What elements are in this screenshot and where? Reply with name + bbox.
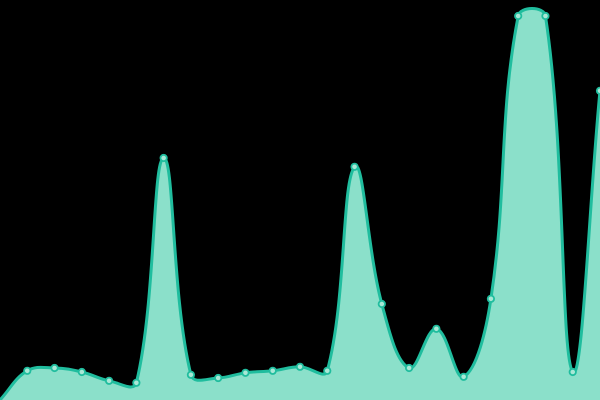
data-point-marker[interactable] (377, 299, 386, 309)
data-point-marker[interactable] (268, 366, 277, 375)
data-point-marker[interactable] (50, 363, 59, 373)
data-point-marker[interactable] (486, 294, 496, 303)
data-point-marker[interactable] (541, 11, 550, 21)
data-point-marker[interactable] (77, 367, 86, 377)
data-point-marker[interactable] (241, 368, 250, 377)
data-point-marker[interactable] (23, 366, 32, 375)
data-point-marker[interactable] (295, 362, 305, 371)
data-point-marker[interactable] (104, 376, 114, 385)
data-point-marker[interactable] (568, 367, 577, 377)
data-point-marker[interactable] (214, 373, 223, 383)
data-point-marker[interactable] (132, 378, 141, 387)
trend-line (0, 6, 600, 400)
data-point-marker[interactable] (350, 162, 359, 171)
data-point-marker[interactable] (514, 11, 523, 21)
data-point-marker[interactable] (323, 366, 332, 375)
area-fill (0, 8, 600, 400)
data-point-marker[interactable] (404, 363, 414, 373)
data-point-marker[interactable] (459, 372, 468, 381)
data-point-marker[interactable] (432, 324, 441, 333)
data-point-marker[interactable] (159, 153, 168, 163)
data-point-marker[interactable] (186, 370, 196, 379)
data-points-group (23, 11, 600, 387)
